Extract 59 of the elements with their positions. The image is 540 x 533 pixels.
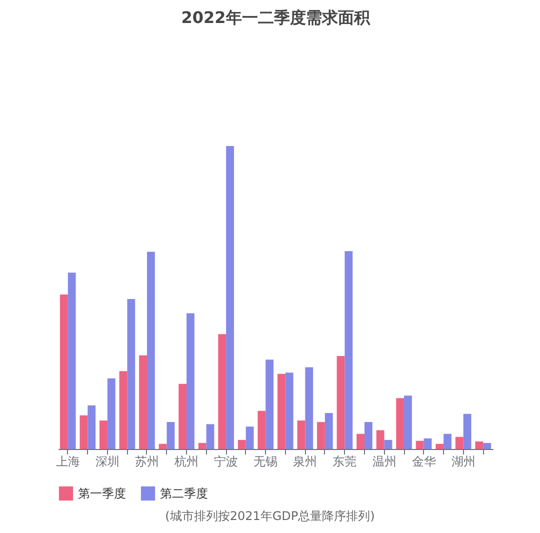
bar <box>285 372 294 449</box>
bar <box>297 420 306 449</box>
bar <box>60 294 68 449</box>
bar <box>127 299 136 449</box>
x-tick-label: 苏州 <box>134 454 159 468</box>
bar <box>80 415 88 449</box>
x-tick-label: 金华 <box>412 454 436 468</box>
x-tick-label: 宁波 <box>214 454 238 468</box>
bar <box>146 252 155 449</box>
bar <box>444 434 452 449</box>
text: (城市排列按2021年GDP总量降序排列) <box>164 508 376 525</box>
bar <box>158 444 167 449</box>
bar <box>277 374 286 449</box>
bar <box>139 355 147 449</box>
x-tick-label: 湖州 <box>451 454 476 468</box>
bar <box>356 434 364 449</box>
bar <box>317 422 325 449</box>
x-tick-label: 泉州 <box>293 454 318 468</box>
bar <box>246 426 254 449</box>
bar <box>238 440 246 449</box>
bar <box>166 422 175 449</box>
bar <box>88 405 96 449</box>
x-tick-label: 温州 <box>372 454 396 468</box>
bar <box>404 396 412 449</box>
bar <box>336 356 345 449</box>
bar <box>416 440 424 449</box>
x-tick-label: 上海 <box>56 454 80 468</box>
bar <box>107 378 116 449</box>
legend-label: 第一季度 <box>78 486 126 500</box>
bar <box>258 410 266 449</box>
bar <box>463 414 472 449</box>
bar <box>424 438 432 449</box>
bar <box>198 442 206 449</box>
bar <box>455 436 464 449</box>
bar <box>206 424 214 449</box>
x-tick-label: 无锡 <box>254 454 278 468</box>
bar <box>436 444 444 449</box>
bar <box>68 272 76 449</box>
bar <box>483 442 492 449</box>
bar <box>364 422 372 449</box>
bar <box>178 384 187 449</box>
legend-label: 第二季度 <box>160 486 208 500</box>
bar <box>186 313 194 449</box>
bar <box>100 420 108 449</box>
bar <box>218 334 226 449</box>
bar <box>376 430 384 449</box>
bar <box>396 398 404 449</box>
bar <box>384 440 392 449</box>
bar <box>305 367 314 449</box>
bar <box>344 251 353 449</box>
bar <box>226 146 234 449</box>
bar <box>324 412 333 449</box>
chart-title: 2022年一二季度需求面积 <box>181 8 371 27</box>
x-tick-label: 东莞 <box>332 454 357 468</box>
bar <box>475 441 484 449</box>
x-tick-label: 深圳 <box>95 454 120 468</box>
x-tick-label: 杭州 <box>174 454 199 468</box>
bar <box>266 360 274 449</box>
bar <box>119 371 128 449</box>
